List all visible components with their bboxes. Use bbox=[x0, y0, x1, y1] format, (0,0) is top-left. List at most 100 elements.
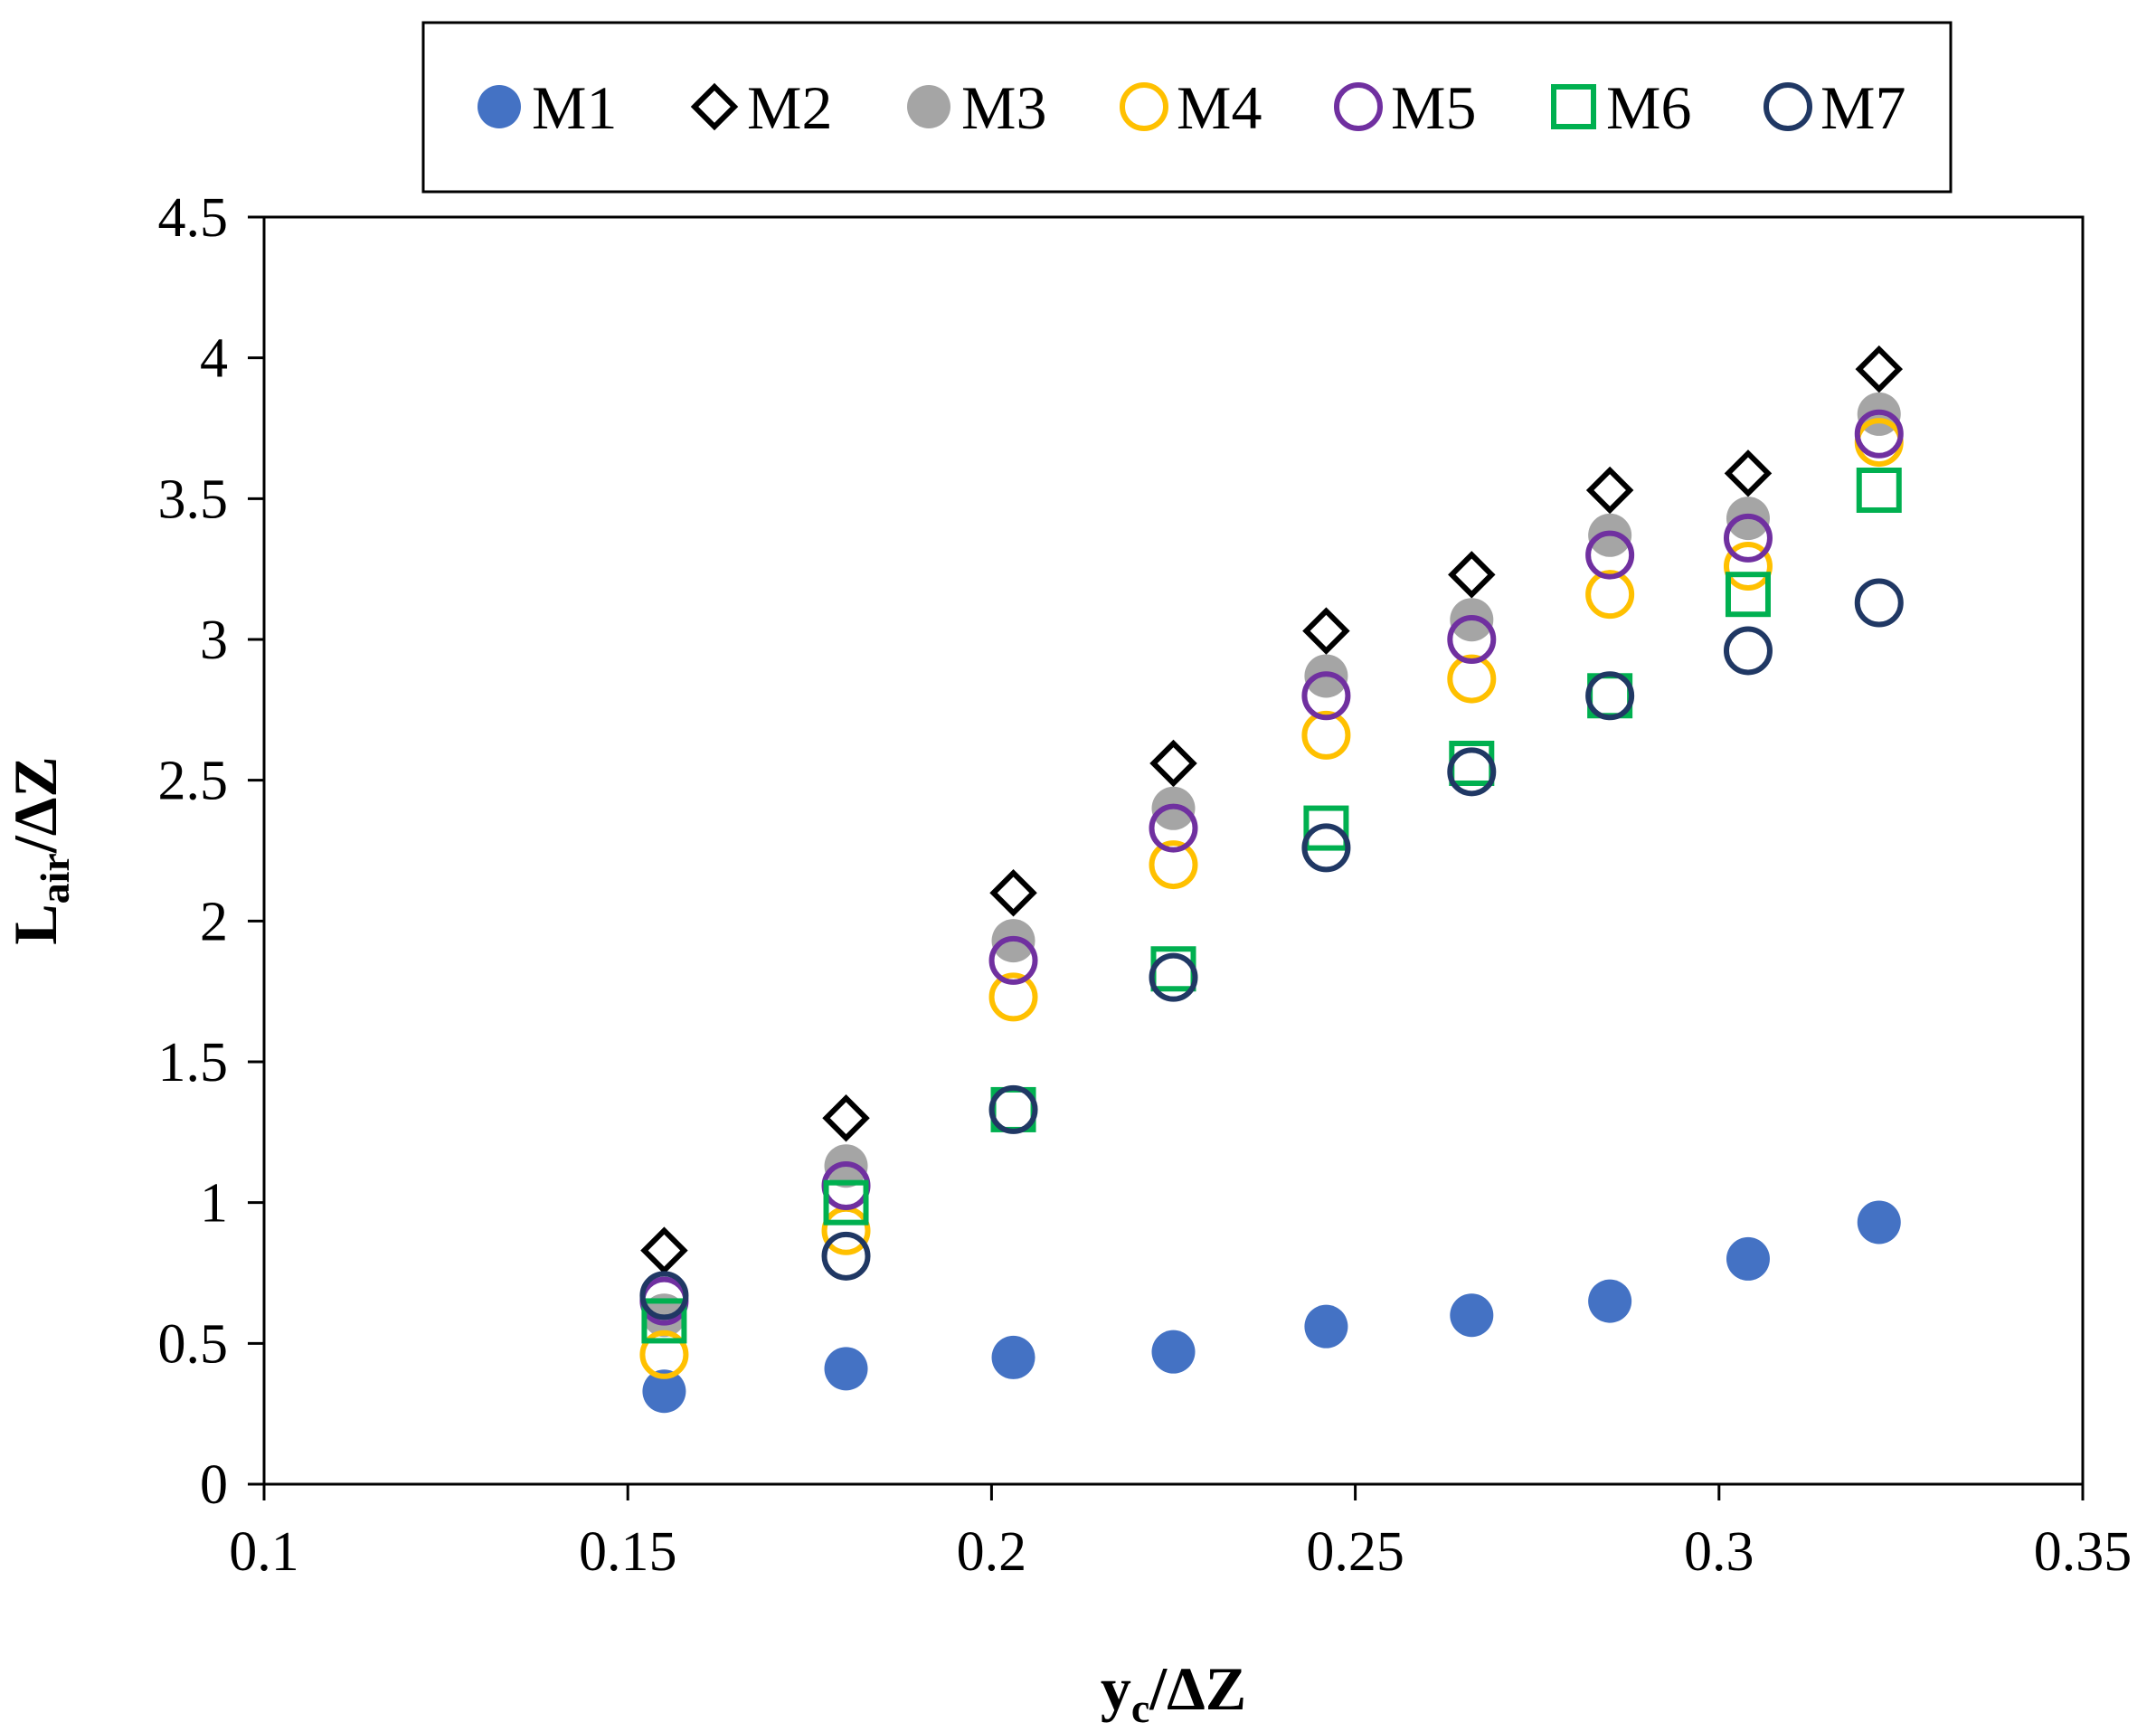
data-point-m4 bbox=[1723, 542, 1773, 592]
data-point-m6 bbox=[1725, 572, 1771, 618]
y-tick-label: 3.5 bbox=[158, 468, 229, 530]
data-point-m6 bbox=[641, 1298, 687, 1344]
legend-marker-m3 bbox=[907, 85, 950, 128]
legend-item-m1: M1 bbox=[478, 73, 617, 142]
x-axis-title-rest: /ΔZ bbox=[1149, 1654, 1246, 1723]
data-point-m4 bbox=[1149, 840, 1198, 890]
x-axis-title: yc/ΔZ bbox=[1101, 1654, 1246, 1731]
data-point-m7 bbox=[1585, 671, 1635, 721]
data-point-m7 bbox=[1723, 626, 1773, 676]
data-point-m2 bbox=[822, 1094, 870, 1142]
data-point-m4 bbox=[1301, 710, 1351, 760]
data-point-m5 bbox=[1723, 513, 1773, 563]
data-point-m7 bbox=[1149, 952, 1198, 1002]
data-point-m7 bbox=[1301, 823, 1351, 873]
legend-item-m5: M5 bbox=[1334, 73, 1476, 142]
y-tick-label: 1.5 bbox=[158, 1032, 229, 1093]
data-point-m2 bbox=[1855, 345, 1904, 393]
series-m1 bbox=[642, 1200, 1901, 1414]
x-tick-label: 0.3 bbox=[1684, 1521, 1754, 1583]
y-axis-title-subscript: air bbox=[32, 853, 78, 904]
data-point-m1 bbox=[1726, 1236, 1770, 1281]
y-tick-label: 4 bbox=[200, 328, 228, 390]
x-tick-label: 0.25 bbox=[1306, 1521, 1404, 1583]
x-tick-label: 0.15 bbox=[579, 1521, 677, 1583]
axes bbox=[248, 215, 2085, 1500]
legend-label-m6: M6 bbox=[1606, 73, 1691, 142]
data-point-m2 bbox=[1585, 466, 1634, 515]
data-point-m4 bbox=[639, 1330, 689, 1379]
x-axis-title-main: y bbox=[1101, 1654, 1131, 1723]
data-point-m2 bbox=[640, 1226, 688, 1274]
data-point-m5 bbox=[1585, 530, 1635, 580]
legend-label-m3: M3 bbox=[961, 73, 1046, 142]
data-point-m1 bbox=[1857, 1200, 1901, 1245]
data-point-m2 bbox=[1302, 607, 1350, 655]
series-m4 bbox=[639, 418, 1904, 1379]
x-axis-title-subscript: c bbox=[1131, 1685, 1149, 1731]
series-m7 bbox=[639, 578, 1904, 1320]
legend: M1 M2 M3 M4 M5 M6 M7 bbox=[421, 21, 1953, 194]
data-point-m4 bbox=[1585, 570, 1635, 620]
tick-labels: 0.1 0.15 0.2 0.25 0.3 0.35 0 0.5 1 1.5 2 2.5 3 3.5 4 4.… bbox=[158, 187, 2132, 1583]
data-point-m6 bbox=[1303, 805, 1349, 851]
data-point-m6 bbox=[823, 1179, 869, 1226]
legend-marker-m1 bbox=[478, 85, 521, 128]
legend-marker-m7 bbox=[1764, 82, 1812, 131]
legend-item-m2: M2 bbox=[690, 73, 832, 142]
y-axis-title-rest: /ΔZ bbox=[1, 756, 70, 854]
legend-marker-m6 bbox=[1551, 84, 1596, 129]
y-tick-label: 2 bbox=[200, 891, 228, 952]
data-point-m1 bbox=[1151, 1330, 1196, 1374]
data-point-m1 bbox=[991, 1335, 1035, 1379]
legend-label-m4: M4 bbox=[1177, 73, 1262, 142]
data-point-m4 bbox=[821, 1206, 871, 1255]
y-tick-label: 1 bbox=[200, 1173, 228, 1235]
legend-marker-m2 bbox=[690, 82, 739, 131]
data-point-m1 bbox=[1450, 1293, 1494, 1338]
data-point-m7 bbox=[1447, 747, 1497, 797]
data-point-m6 bbox=[1856, 467, 1902, 513]
data-point-m1 bbox=[824, 1347, 868, 1391]
data-point-m2 bbox=[1724, 450, 1773, 497]
legend-marker-m5 bbox=[1334, 82, 1383, 131]
x-tick-label: 0.2 bbox=[957, 1521, 1027, 1583]
data-point-m1 bbox=[1588, 1279, 1632, 1323]
data-point-m1 bbox=[1304, 1304, 1348, 1349]
y-tick-label: 0.5 bbox=[158, 1313, 229, 1375]
y-axis-title-main: L bbox=[1, 904, 70, 944]
data-point-m5 bbox=[1301, 671, 1351, 721]
data-point-m4 bbox=[988, 972, 1038, 1022]
data-point-m7 bbox=[988, 1084, 1038, 1134]
legend-item-m3: M3 bbox=[907, 73, 1046, 142]
legend-item-m7: M7 bbox=[1764, 73, 1905, 142]
legend-label-m1: M1 bbox=[532, 73, 617, 142]
series-m6 bbox=[641, 467, 1902, 1344]
data-point-m5 bbox=[1447, 615, 1497, 664]
series-m3 bbox=[642, 392, 1901, 1338]
plot-area-frame bbox=[262, 215, 2085, 1486]
legend-item-m6: M6 bbox=[1551, 73, 1691, 142]
legend-label-m7: M7 bbox=[1820, 73, 1905, 142]
series-m5 bbox=[639, 409, 1904, 1326]
data-points bbox=[639, 345, 1904, 1414]
legend-item-m4: M4 bbox=[1120, 73, 1262, 142]
y-tick-label: 0 bbox=[200, 1454, 228, 1516]
y-tick-label: 4.5 bbox=[158, 187, 229, 249]
x-tick-label: 0.35 bbox=[2034, 1521, 2132, 1583]
legend-frame bbox=[421, 21, 1953, 194]
data-point-m7 bbox=[1854, 578, 1904, 628]
data-point-m5 bbox=[1149, 803, 1198, 853]
data-point-m2 bbox=[1149, 739, 1197, 788]
legend-label-m2: M2 bbox=[747, 73, 832, 142]
data-point-m7 bbox=[821, 1231, 871, 1281]
data-point-m2 bbox=[989, 868, 1037, 917]
y-axis-title: Lair/ΔZ bbox=[1, 756, 78, 944]
y-tick-label: 2.5 bbox=[158, 751, 229, 812]
series-m2 bbox=[640, 345, 1904, 1274]
data-point-m7 bbox=[639, 1271, 689, 1320]
data-point-m5 bbox=[988, 935, 1038, 985]
